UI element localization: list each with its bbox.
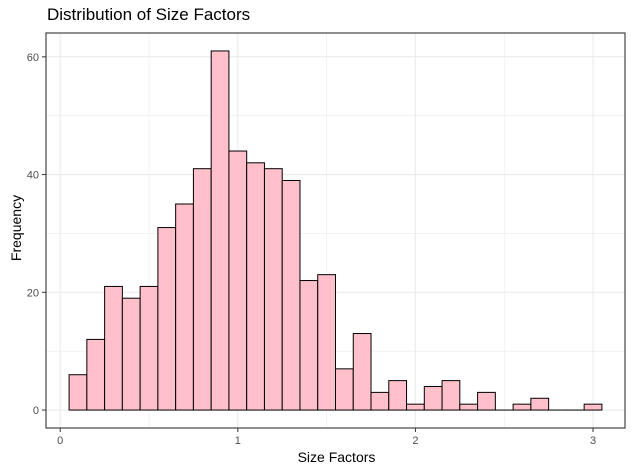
y-tick-label: 40 [27, 170, 39, 182]
histogram-bar [228, 150, 248, 411]
y-axis-label: Frequency [8, 194, 24, 262]
histogram-bar [406, 403, 425, 411]
x-tick-label: 1 [235, 435, 241, 447]
histogram-bar [370, 391, 390, 411]
histogram-bar [68, 374, 88, 411]
histogram-bar [441, 380, 461, 411]
histogram-bar [175, 203, 194, 411]
histogram-bar [121, 297, 141, 411]
histogram-bar [157, 227, 177, 411]
histogram-bar [352, 333, 372, 411]
y-tick-label: 0 [33, 405, 39, 417]
histogram-bar [246, 162, 265, 411]
histogram-bar [104, 285, 123, 411]
histogram-bar [530, 397, 550, 411]
x-axis-label: Size Factors [297, 449, 376, 465]
histogram-bar [139, 285, 159, 411]
histogram-bar [459, 403, 479, 411]
histogram-bar [192, 168, 212, 411]
histogram-bar [299, 280, 319, 411]
x-tick-label: 3 [590, 435, 596, 447]
chart-title: Distribution of Size Factors [47, 5, 251, 24]
x-tick-label: 2 [412, 435, 418, 447]
y-tick-label: 60 [27, 52, 39, 64]
histogram-bar [583, 403, 603, 411]
histogram-bar [281, 179, 301, 411]
histogram-bar [210, 50, 230, 411]
histogram-bar [317, 274, 336, 411]
histogram-bar [423, 385, 443, 411]
y-tick-label: 20 [27, 287, 39, 299]
histogram-bar [512, 403, 532, 411]
histogram-bar [477, 391, 496, 411]
histogram-bar [388, 380, 408, 411]
x-tick-label: 0 [57, 435, 63, 447]
histogram-bar [335, 368, 354, 411]
histogram-bar [86, 338, 106, 411]
histogram-bar [263, 168, 283, 411]
panel-border [45, 32, 626, 429]
